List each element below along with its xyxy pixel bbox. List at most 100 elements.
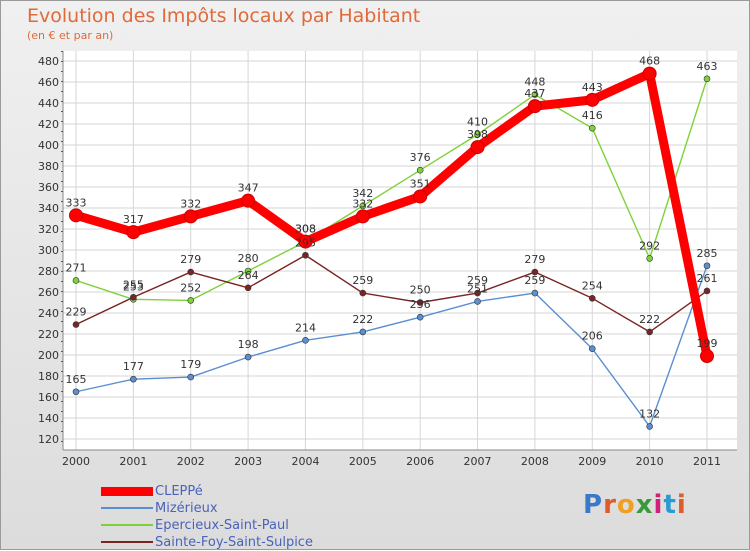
logo-letter: t [663,490,677,520]
data-label: 253 [123,280,144,293]
data-point [416,166,424,174]
data-label: 317 [123,213,144,226]
y-tick-label: 140 [38,412,59,425]
data-point [69,208,83,223]
logo-letter: o [616,490,636,520]
x-tick-label: 2005 [349,455,377,468]
data-label: 376 [410,151,431,164]
data-point [183,209,198,224]
data-point [302,251,309,259]
chart-title: Evolution des Impôts locaux par Habitant [27,5,421,27]
data-point [355,209,370,224]
legend-label: Mizérieux [155,501,218,516]
data-label: 437 [524,87,545,100]
data-point [359,202,367,210]
data-point [700,349,714,364]
data-label: 255 [123,278,144,291]
data-point [588,345,596,353]
y-tick-label: 340 [38,202,59,215]
series-line-3 [75,254,708,333]
data-point [703,262,711,270]
series-line-1 [75,265,708,428]
data-label: 308 [295,223,316,236]
y-tick-label: 260 [38,286,59,299]
data-label: 292 [639,239,660,252]
data-label: 448 [524,76,545,89]
x-tick-label: 2010 [636,455,664,468]
data-point [646,423,653,430]
data-point [588,294,596,302]
data-point [646,328,653,336]
series-line-0 [71,69,712,361]
data-label: 259 [524,274,545,287]
data-label: 416 [582,109,603,122]
x-tick-label: 2002 [177,455,205,468]
data-point [359,328,367,336]
data-label: 463 [697,60,718,73]
data-label: 261 [697,272,718,285]
y-tick-label: 160 [38,391,59,404]
data-label: 236 [410,298,431,311]
data-label: 132 [639,407,660,420]
data-point [241,193,256,208]
data-label: 198 [238,338,259,351]
data-label: 259 [352,274,373,287]
y-tick-label: 200 [38,349,59,362]
y-tick-label: 280 [38,265,59,278]
data-label: 251 [467,282,488,295]
data-point [413,189,428,204]
y-tick-label: 420 [38,118,59,131]
legend-swatch [101,541,153,543]
legend-label: Epercieux-Saint-Paul [155,518,289,533]
data-label: 264 [238,269,259,282]
y-tick-label: 380 [38,160,59,173]
data-point [531,289,539,297]
x-tick-label: 2011 [693,455,721,468]
data-label: 468 [639,55,660,68]
data-point [126,225,141,240]
x-tick-label: 2003 [234,455,262,468]
data-label: 443 [582,81,603,94]
data-point [703,75,711,83]
legend-label: Sainte-Foy-Saint-Sulpice [155,535,313,550]
logo-letter: i [676,490,687,520]
y-tick-label: 240 [38,307,59,320]
data-label: 271 [66,261,87,274]
y-tick-label: 400 [38,139,59,152]
data-label: 280 [238,252,259,265]
data-label: 250 [410,284,431,297]
x-tick-label: 2004 [291,455,319,468]
data-label: 177 [123,360,144,373]
data-point [474,289,481,297]
x-tick-label: 2000 [62,455,90,468]
data-label: 206 [582,330,603,343]
data-point [359,289,367,297]
data-point [298,234,313,249]
data-label: 285 [697,247,718,260]
logo-letter: P [583,490,604,520]
y-tick-label: 300 [38,244,59,257]
data-label: 165 [66,373,87,386]
data-point [588,124,596,132]
data-label: 222 [639,313,660,326]
chart-grid [63,51,737,450]
legend-swatch [101,487,153,496]
data-label: 279 [180,253,201,266]
y-tick-label: 480 [38,55,59,68]
x-tick-label: 2006 [406,455,434,468]
x-tick-label: 2007 [464,455,492,468]
data-label: 398 [467,128,488,141]
chart-data-labels: 333 317 332 347 308 332 351 398 437 443 468 199 165 1… [66,55,718,421]
chart-subtitle: (en € et par an) [27,29,114,42]
data-point [72,388,80,396]
data-point [474,298,481,305]
series-line-2 [75,78,708,302]
data-point [416,313,424,321]
data-label: 229 [66,306,87,319]
y-tick-label: 320 [38,223,59,236]
proxiti-logo: Proxiti [583,490,687,520]
data-point [527,99,542,114]
data-label: 199 [697,337,718,350]
data-point [244,353,252,361]
data-point [72,277,80,284]
